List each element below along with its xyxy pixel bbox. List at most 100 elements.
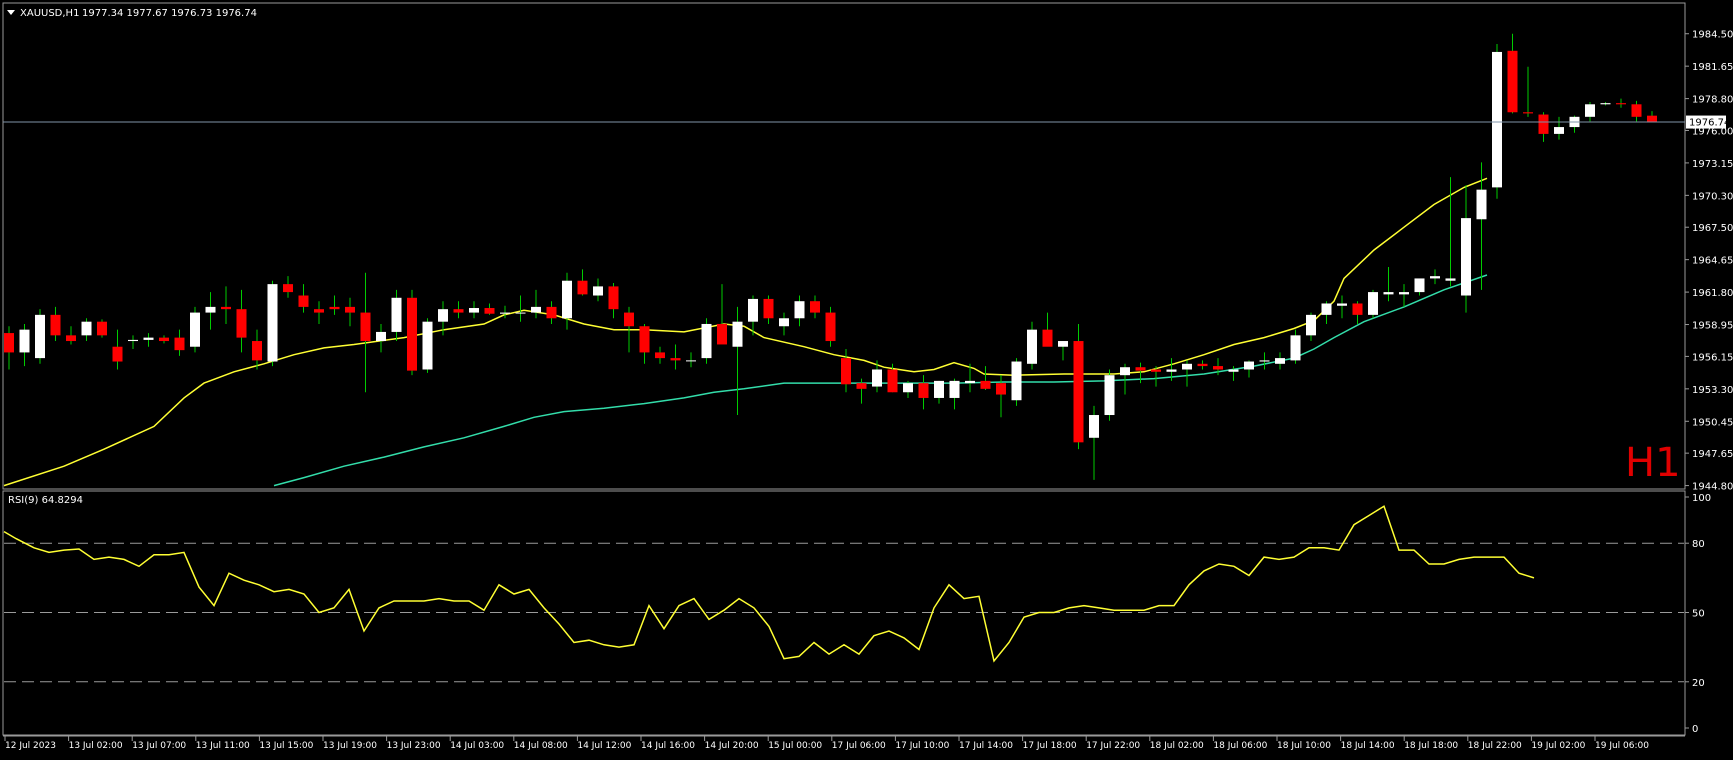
time-tick-label: 18 Jul 06:00 bbox=[1213, 741, 1267, 751]
rsi-title: RSI(9) 64.8294 bbox=[8, 495, 83, 506]
bull-candle-body bbox=[872, 369, 882, 387]
price-tick-label: 1944.80 bbox=[1692, 482, 1733, 493]
candle bbox=[980, 366, 991, 390]
bull-candle-body bbox=[1337, 303, 1347, 306]
rsi-tick-label: 100 bbox=[1692, 493, 1711, 504]
candle bbox=[732, 306, 743, 416]
bear-candle-body bbox=[996, 383, 1006, 395]
rsi-tick-label: 20 bbox=[1692, 678, 1705, 689]
bear-candle-body bbox=[670, 358, 681, 361]
bear-candle-body bbox=[1352, 303, 1363, 315]
candle bbox=[1089, 405, 1099, 480]
time-tick-label: 14 Jul 08:00 bbox=[514, 741, 568, 751]
price-tick-label: 1961.80 bbox=[1692, 288, 1733, 299]
price-tick-label: 1956.15 bbox=[1692, 352, 1733, 363]
bear-candle-body bbox=[407, 297, 417, 371]
candle bbox=[624, 306, 634, 353]
rsi-tick-label: 80 bbox=[1692, 539, 1705, 550]
bear-candle-body bbox=[1197, 363, 1208, 367]
bull-candle-body bbox=[965, 380, 975, 384]
bear-candle-body bbox=[1151, 369, 1161, 372]
time-tick-label: 18 Jul 14:00 bbox=[1341, 741, 1395, 751]
time-tick-label: 19 Jul 06:00 bbox=[1595, 741, 1649, 751]
candle bbox=[562, 272, 572, 330]
candle bbox=[500, 305, 510, 319]
bear-candle-body bbox=[97, 321, 107, 336]
candle bbox=[515, 295, 526, 322]
time-tick-label: 17 Jul 22:00 bbox=[1086, 741, 1140, 751]
candle bbox=[655, 346, 665, 364]
time-tick-label: 13 Jul 15:00 bbox=[259, 741, 313, 751]
bull-candle-body bbox=[1399, 292, 1409, 295]
candle bbox=[159, 335, 169, 344]
bull-candle-body bbox=[515, 312, 526, 314]
bull-candle-body bbox=[1430, 276, 1440, 279]
bull-candle-body bbox=[1585, 104, 1595, 117]
rsi-line bbox=[3, 505, 1535, 663]
candle bbox=[1027, 321, 1037, 370]
time-tick-label: 18 Jul 10:00 bbox=[1277, 741, 1331, 751]
candle bbox=[794, 295, 805, 327]
bear-candle-body bbox=[1507, 50, 1518, 113]
bear-candle-body bbox=[577, 280, 588, 295]
rsi-tick-label: 50 bbox=[1692, 609, 1705, 620]
price-tick-label: 1973.15 bbox=[1692, 159, 1733, 170]
candle bbox=[360, 272, 371, 393]
candle bbox=[298, 284, 309, 313]
time-tick-label: 15 Jul 00:00 bbox=[768, 741, 822, 751]
time-tick-label: 17 Jul 14:00 bbox=[959, 741, 1013, 751]
bull-candle-body bbox=[701, 323, 712, 359]
candle bbox=[174, 329, 185, 356]
candle bbox=[872, 360, 882, 393]
bull-candle-body bbox=[1027, 329, 1037, 364]
time-tick-label: 18 Jul 18:00 bbox=[1404, 741, 1458, 751]
price-tick-label: 1984.50 bbox=[1692, 30, 1733, 41]
bull-candle-body bbox=[1290, 335, 1301, 361]
candle bbox=[1197, 360, 1208, 370]
bear-candle-body bbox=[1523, 112, 1533, 114]
bull-candle-body bbox=[779, 318, 789, 327]
bull-candle-body bbox=[794, 301, 805, 319]
time-tick-label: 14 Jul 12:00 bbox=[577, 741, 631, 751]
bear-candle-body bbox=[484, 308, 495, 314]
bear-candle-body bbox=[252, 341, 262, 361]
candle bbox=[779, 312, 789, 336]
bear-candle-body bbox=[236, 309, 247, 338]
bear-candle-body bbox=[4, 333, 14, 353]
bull-candle-body bbox=[934, 380, 944, 398]
candle bbox=[1321, 301, 1332, 324]
bear-candle-body bbox=[980, 380, 991, 389]
candle bbox=[1166, 358, 1177, 381]
price-pane[interactable] bbox=[2, 2, 1686, 490]
bull-candle-body bbox=[1089, 415, 1099, 438]
bull-candle-body bbox=[391, 297, 402, 332]
candle bbox=[965, 363, 975, 393]
bull-candle-body bbox=[438, 309, 448, 322]
bull-candle-body bbox=[1476, 189, 1487, 220]
bull-candle-body bbox=[1368, 292, 1378, 315]
candle bbox=[252, 329, 262, 370]
candle bbox=[639, 323, 650, 364]
time-tick-label: 17 Jul 18:00 bbox=[1023, 741, 1077, 751]
symbol-label: XAUUSD,H1 bbox=[20, 8, 79, 19]
bull-candle-body bbox=[1228, 369, 1239, 372]
candle bbox=[81, 318, 92, 342]
bull-candle-body bbox=[732, 321, 743, 347]
candle bbox=[918, 375, 929, 410]
bear-candle-body bbox=[825, 312, 836, 342]
rsi-line-layer bbox=[3, 505, 1535, 663]
time-tick-label: 13 Jul 19:00 bbox=[323, 741, 377, 751]
chevron-down-icon[interactable] bbox=[7, 10, 15, 15]
bear-candle-body bbox=[1631, 104, 1642, 117]
bear-candle-body bbox=[1135, 367, 1146, 371]
bear-candle-body bbox=[624, 312, 634, 327]
candle bbox=[717, 284, 727, 345]
bear-candle-body bbox=[1538, 114, 1549, 134]
bull-candle-body bbox=[903, 383, 913, 393]
candle bbox=[1399, 284, 1409, 307]
bull-candle-body bbox=[949, 380, 960, 398]
candle bbox=[1414, 278, 1425, 296]
price-tick-label: 1970.30 bbox=[1692, 191, 1733, 202]
